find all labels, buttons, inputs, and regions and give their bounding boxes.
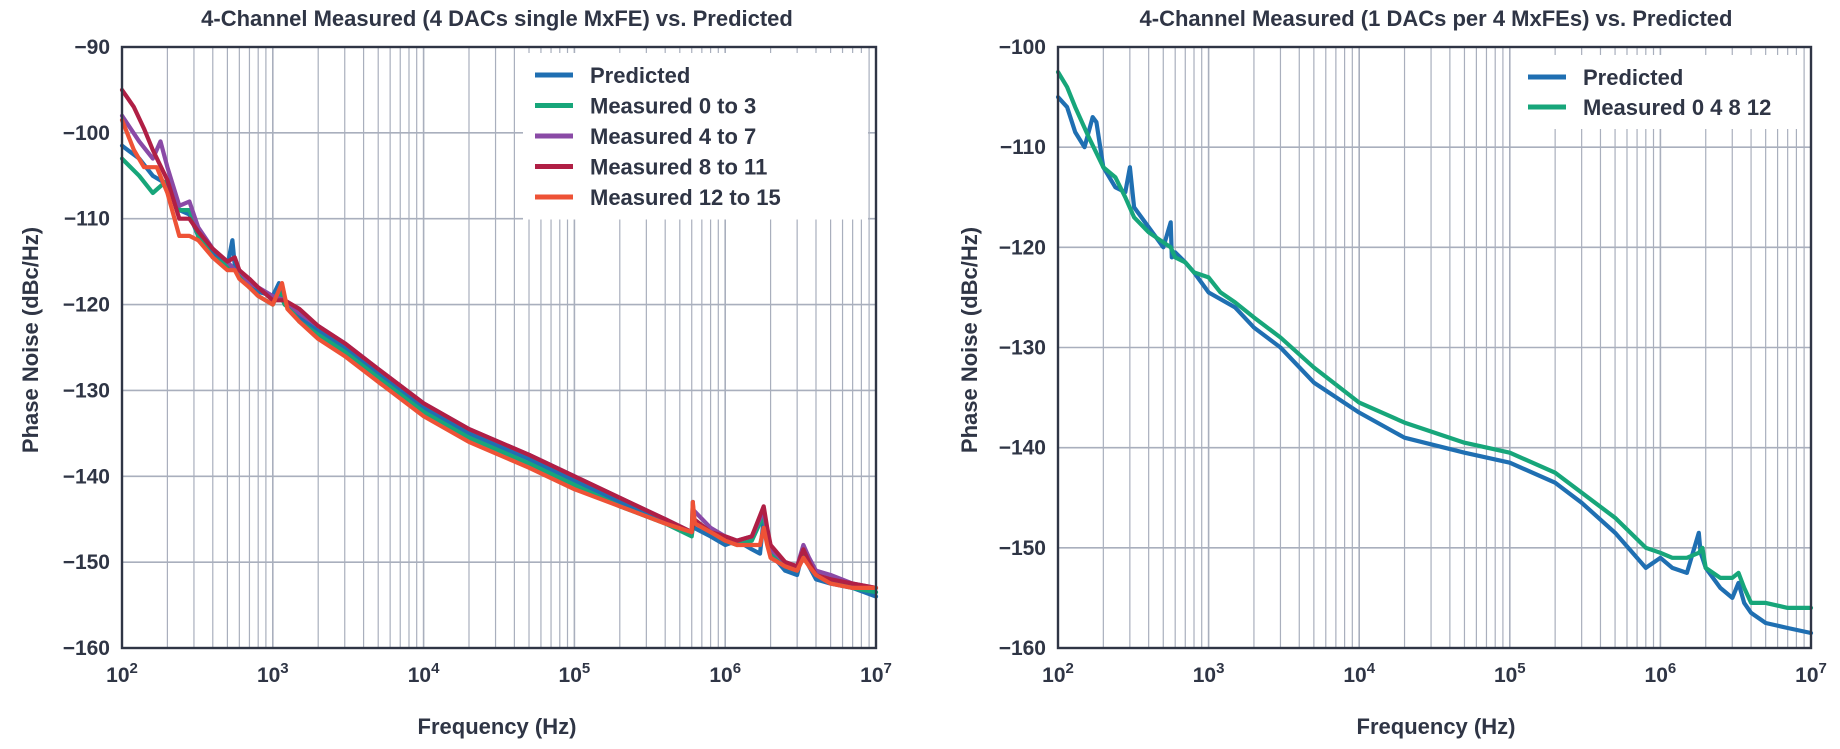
legend-label: Measured 8 to 11 [590,155,767,180]
y-tick-label: −160 [999,637,1046,660]
y-tick-label: −150 [63,551,110,574]
legend-label: Measured 12 to 15 [590,185,781,210]
x-tick-label: 106 [1645,660,1677,687]
series-line-4 [119,87,879,590]
y-axis-label: Phase Noise (dBc/Hz) [18,227,43,453]
grid [1057,46,1811,649]
legend-label: Predicted [590,63,690,88]
x-tick-label: 102 [1042,660,1074,687]
series-layer [1055,69,1814,636]
legend-background [1516,55,1801,129]
legend: Predicted Measured 0 4 8 12 [1516,55,1801,129]
x-tick-label: 107 [860,660,892,687]
y-tick-label: −110 [64,208,110,231]
series-line-5 [119,117,879,590]
y-tick-label: −90 [74,36,110,59]
legend-label: Predicted [1583,65,1683,90]
series-line-2 [1055,69,1814,610]
y-tick-label: −140 [999,437,1046,460]
plot-frame [120,45,878,650]
y-tick-label: −150 [999,537,1046,560]
chart-title: 4-Channel Measured (4 DACs single MxFE) … [201,6,793,31]
y-tick-label: −100 [999,36,1046,59]
series-layer [119,87,879,599]
legend-label: Measured 0 to 3 [590,94,756,119]
y-tick-label: −140 [63,465,110,488]
x-tick-label: 105 [1494,660,1526,687]
y-tick-label: −100 [63,122,110,145]
y-tick-label: −130 [63,379,110,402]
x-tick-label: 107 [1795,660,1827,687]
legend-background [523,53,868,220]
y-tick-label: −160 [63,637,110,660]
x-axis-label: Frequency (Hz) [418,714,577,739]
chart-left: 4-Channel Measured (4 DACs single MxFE) … [18,6,892,739]
x-tick-label: 103 [257,660,289,687]
x-tick-label: 103 [1193,660,1225,687]
x-tick-label: 105 [559,660,591,687]
x-tick-label: 102 [106,660,138,687]
chart-title: 4-Channel Measured (1 DACs per 4 MxFEs) … [1140,6,1733,31]
y-tick-label: −130 [999,337,1046,360]
x-axis-label: Frequency (Hz) [1357,714,1516,739]
y-tick-label: −120 [999,236,1046,259]
legend-label: Measured 4 to 7 [590,124,756,149]
x-tick-label: 104 [1343,660,1375,687]
chart-right: 4-Channel Measured (1 DACs per 4 MxFEs) … [957,6,1827,739]
y-axis-label: Phase Noise (dBc/Hz) [957,227,982,453]
legend: Predicted Measured 0 to 3 Measured 4 to 7 M… [523,53,868,220]
plot-frame [1056,45,1813,650]
x-tick-label: 104 [408,660,440,687]
y-tick-label: −110 [1000,136,1046,159]
x-tick-label: 106 [709,660,741,687]
legend-label: Measured 0 4 8 12 [1583,95,1771,120]
y-tick-label: −120 [63,294,110,317]
